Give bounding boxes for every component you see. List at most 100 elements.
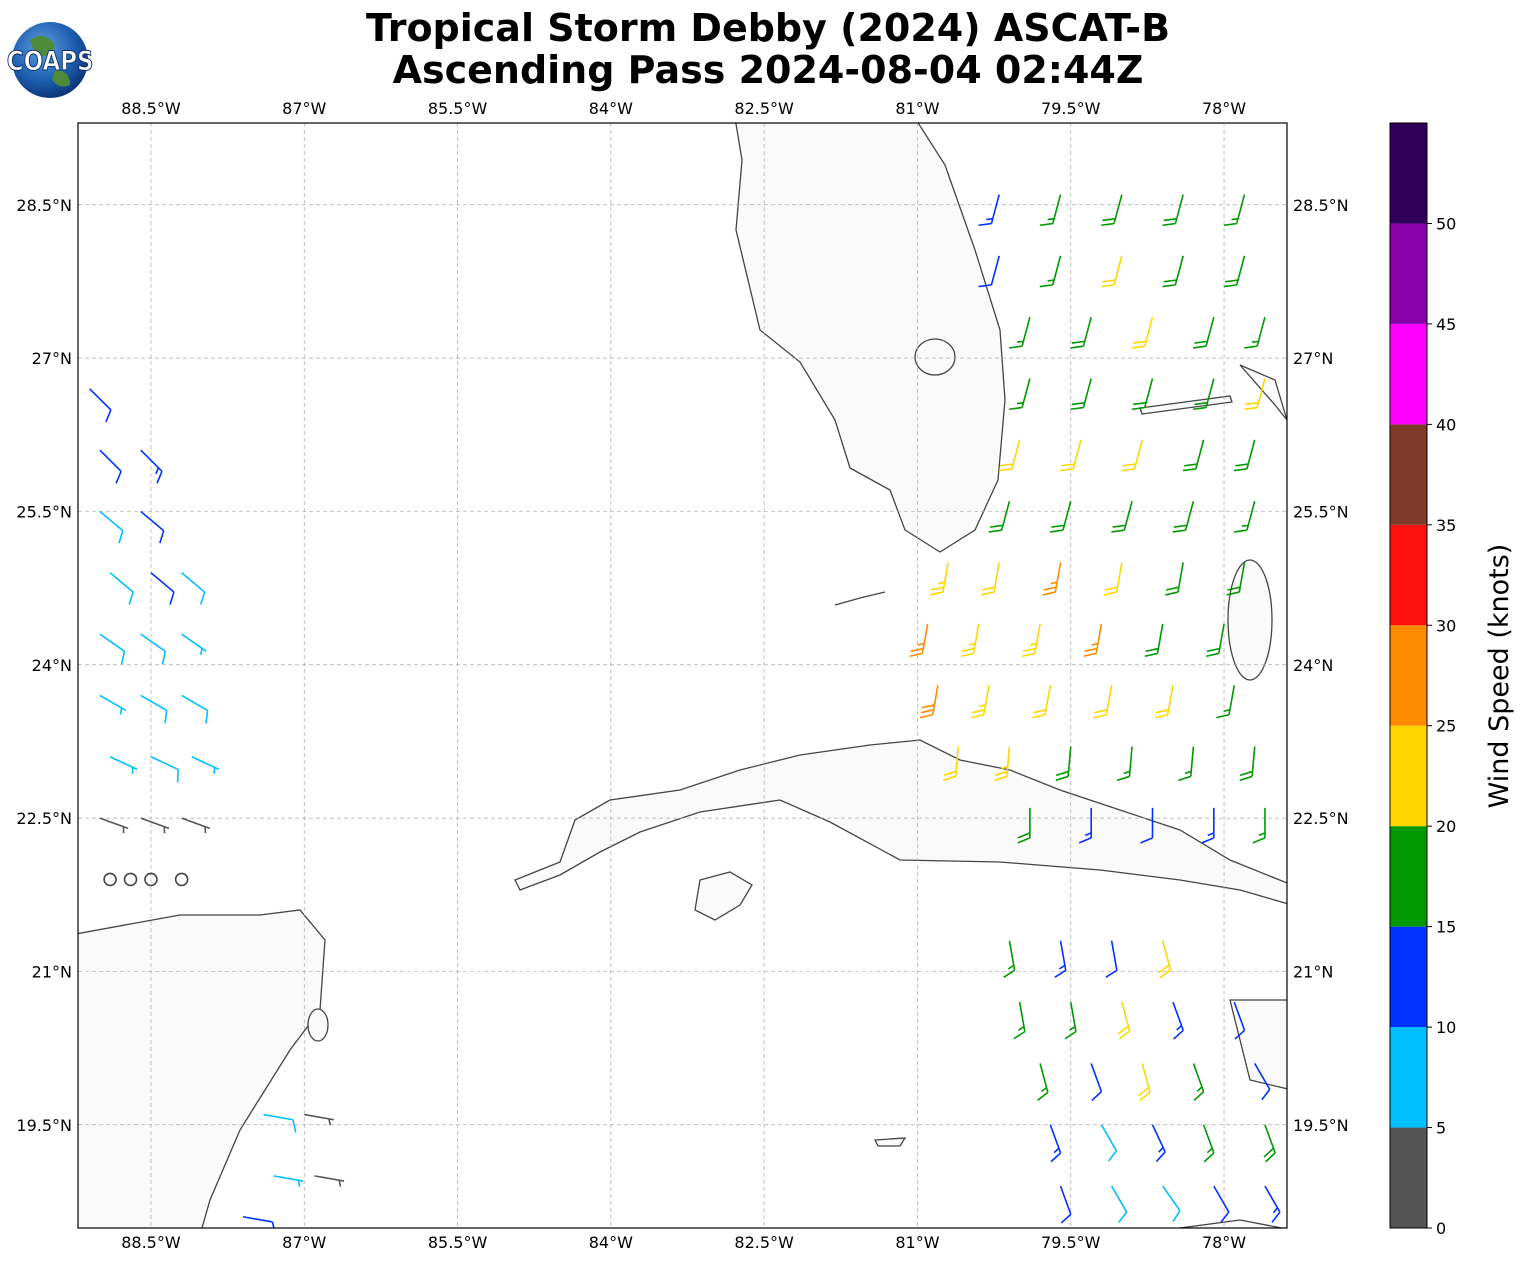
colorbar-label: Wind Speed (knots) <box>1484 544 1515 809</box>
cuba <box>514 739 1287 905</box>
florida-keys <box>834 591 886 606</box>
wind-barb <box>1100 1124 1118 1162</box>
y-tick-label: 27°N <box>1293 349 1333 368</box>
chart-subtitle: Ascending Pass 2024-08-04 02:44Z <box>393 48 1144 92</box>
colorbar-bin <box>1390 1127 1427 1228</box>
wind-barb <box>140 449 163 484</box>
wind-barb <box>1201 807 1215 844</box>
y-tick-label: 19.5°N <box>1293 1116 1349 1135</box>
colorbar-tick-label: 35 <box>1436 516 1456 535</box>
wind-barb <box>242 1215 275 1228</box>
wind-barb <box>1049 1124 1062 1163</box>
land-layer <box>78 123 1287 1228</box>
colorbar-tick-label: 0 <box>1436 1219 1446 1238</box>
wind-barb <box>1264 1185 1281 1223</box>
wind-barb <box>1151 1124 1166 1163</box>
wind-barb <box>909 623 929 658</box>
y-tick-label: 28.5°N <box>1293 196 1349 215</box>
wind-barb <box>1039 194 1062 227</box>
colorbar-tick-label: 5 <box>1436 1119 1446 1138</box>
colorbar-bin <box>1390 524 1427 626</box>
wind-barb <box>140 510 165 544</box>
y-tick-label: 22.5°N <box>1293 809 1349 828</box>
wind-barb <box>109 572 134 605</box>
wind-barb <box>1003 940 1016 978</box>
wind-barb <box>99 510 124 544</box>
colorbar-bin <box>1390 826 1427 927</box>
wind-barb <box>1111 501 1133 533</box>
wind-barb <box>1165 562 1184 596</box>
calm-circle <box>103 872 117 887</box>
plot-frame <box>77 122 1288 1229</box>
x-tick-label: 85.5°W <box>428 1233 488 1252</box>
wind-barb <box>1009 317 1031 349</box>
wind-barb <box>181 633 207 655</box>
x-tick-label: 78°W <box>1202 1233 1246 1252</box>
abaco <box>1239 364 1287 421</box>
x-tick-label: 87°W <box>282 99 326 118</box>
wind-barb <box>1013 1001 1026 1040</box>
wind-barb <box>930 562 949 596</box>
wind-barb <box>140 817 170 834</box>
cayman <box>873 1137 907 1147</box>
wind-barb <box>1101 255 1123 288</box>
wind-barb <box>99 449 122 484</box>
wind-barb <box>978 255 1000 288</box>
calm-circle <box>144 872 158 887</box>
wind-barb <box>919 685 939 719</box>
wind-barb <box>998 439 1021 472</box>
y-tick-label: 27°N <box>32 349 72 368</box>
wind-barb <box>1172 1001 1184 1040</box>
wind-barb <box>181 694 209 724</box>
wind-barb <box>1090 1063 1103 1102</box>
x-tick-label: 78°W <box>1202 99 1246 118</box>
wind-barb <box>1101 194 1123 227</box>
x-tick-label: 79.5°W <box>1041 1233 1101 1252</box>
wind-barb <box>1022 623 1041 658</box>
colorbar-tick-label: 50 <box>1436 214 1456 233</box>
x-tick-label: 81°W <box>895 99 939 118</box>
wind-barb <box>1162 255 1184 288</box>
wind-barb <box>1049 501 1072 533</box>
x-tick-label: 82.5°W <box>734 99 794 118</box>
wind-barb <box>1233 501 1256 533</box>
wind-barb <box>1105 940 1118 978</box>
colorbar-tick-label: 25 <box>1436 717 1456 736</box>
wind-barb <box>1202 1124 1215 1163</box>
wind-barb <box>1239 746 1256 782</box>
colorbar-bin <box>1390 625 1427 726</box>
wind-barb <box>1244 378 1266 411</box>
wind-barb <box>1116 746 1133 782</box>
wind-barb <box>1252 807 1266 844</box>
wind-barb <box>109 756 138 774</box>
wind-barb <box>304 1113 334 1126</box>
wind-barb <box>140 694 168 724</box>
colorbar-tick-label: 10 <box>1436 1018 1456 1037</box>
wind-barb <box>1144 623 1164 658</box>
logo: COAPS <box>6 22 94 98</box>
y-tick-label: 24°N <box>32 656 72 675</box>
x-tick-label: 81°W <box>895 1233 939 1252</box>
logo-land <box>30 36 70 87</box>
cozumel <box>307 1008 329 1042</box>
x-tick-label: 88.5°W <box>121 1233 181 1252</box>
wind-barb <box>1162 194 1184 227</box>
wind-barb <box>1233 1001 1246 1040</box>
lake <box>914 338 956 376</box>
x-tick-label: 88.5°W <box>121 99 181 118</box>
wind-barb <box>960 623 980 658</box>
wind-barb <box>1131 317 1154 349</box>
x-tick-label: 87°W <box>282 1233 326 1252</box>
colorbar-frame <box>1389 122 1428 1229</box>
colorbar-bin <box>1390 725 1427 827</box>
wind-barb <box>1154 685 1174 719</box>
wind-barb <box>1070 378 1092 411</box>
grid: 88.5°W 88.5°W 87°W 87°W 85.5°W 85.5°W 84°W 84°W… <box>16 99 1348 1252</box>
colorbar-tick-label: 45 <box>1436 315 1456 334</box>
wind-barb <box>1103 562 1123 596</box>
wind-barb <box>1070 317 1092 349</box>
wind-barb <box>140 633 167 665</box>
wind-barb <box>1213 1185 1230 1223</box>
colorbar-tick-label: 30 <box>1436 616 1456 635</box>
